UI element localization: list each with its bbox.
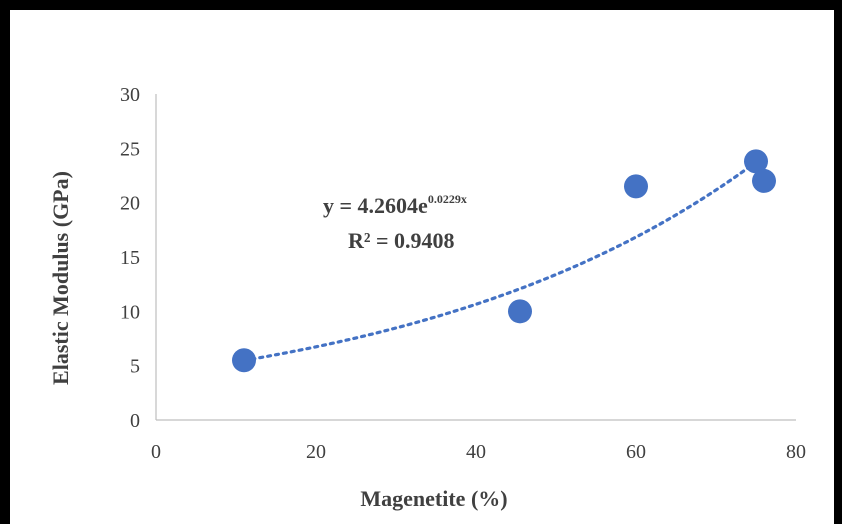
y-tick-label: 10: [120, 301, 140, 323]
y-tick-label: 5: [130, 356, 140, 378]
data-point: [752, 168, 776, 193]
data-point: [744, 149, 768, 174]
x-tick-label: 20: [306, 441, 326, 463]
y-tick-label: 15: [120, 247, 140, 269]
chart-axes: [155, 94, 796, 421]
r-squared-label: R² = 0.9408: [348, 228, 455, 253]
x-tick-label: 80: [786, 441, 806, 463]
x-tick-labels: 0 20 40 60 80: [151, 441, 806, 463]
trendline: [242, 154, 766, 363]
y-tick-label: 25: [120, 138, 140, 160]
y-axis-title: Elastic Modulus (GPa): [48, 171, 73, 385]
trendline-equation: y = 4.2604e0.0229x: [323, 192, 467, 218]
scatter-chart: 0 20 40 60 80 0 5 10 15 20 25 30 y = 4.2604e0.0229…: [48, 84, 806, 511]
x-tick-label: 60: [626, 441, 646, 463]
data-point: [508, 299, 532, 324]
data-point: [624, 174, 648, 199]
x-axis-title: Magenetite (%): [360, 486, 507, 511]
x-tick-label: 0: [151, 441, 161, 463]
y-tick-label: 0: [130, 410, 140, 432]
y-tick-label: 30: [120, 84, 140, 106]
y-tick-labels: 0 5 10 15 20 25 30: [120, 84, 140, 432]
data-points: [232, 149, 776, 373]
x-tick-label: 40: [466, 441, 486, 463]
trendline-group: [242, 154, 766, 363]
data-point: [232, 348, 256, 373]
y-tick-label: 20: [120, 193, 140, 215]
